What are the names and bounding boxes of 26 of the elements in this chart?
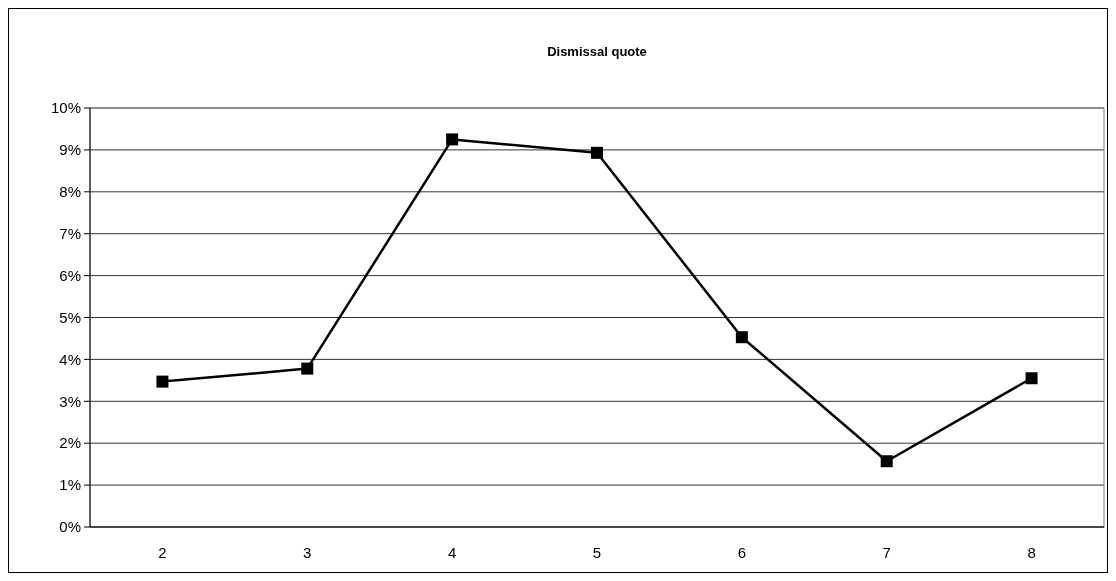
y-tick-label: 2% (59, 434, 81, 452)
point (446, 133, 459, 146)
y-tick-label: 7% (59, 224, 81, 242)
x-tick-label: 6 (737, 544, 747, 561)
point (1025, 372, 1038, 385)
point (591, 146, 603, 159)
point (301, 362, 314, 375)
y-tick-label: 3% (59, 392, 81, 410)
y-tick-label: 4% (59, 350, 81, 368)
x-tick-label: 3 (303, 544, 312, 561)
point (880, 455, 893, 468)
y-tick-label: 6% (59, 266, 81, 284)
point (156, 375, 169, 388)
y-tick-label: 5% (59, 308, 81, 326)
y-tick-label: 0% (59, 518, 81, 536)
point (735, 331, 748, 344)
chart-title: Dismissal quote (547, 44, 647, 59)
y-tick-label: 9% (59, 141, 81, 159)
x-tick-label: 5 (592, 544, 602, 561)
x-tick-label: 8 (1027, 544, 1036, 561)
x-tick-label: 4 (447, 544, 457, 561)
y-tick-label: 10% (50, 99, 81, 117)
x-tick-label: 2 (158, 544, 167, 561)
y-tick-label: 1% (59, 476, 81, 494)
y-tick-label: 8% (59, 183, 81, 201)
x-tick-label: 7 (882, 544, 891, 561)
